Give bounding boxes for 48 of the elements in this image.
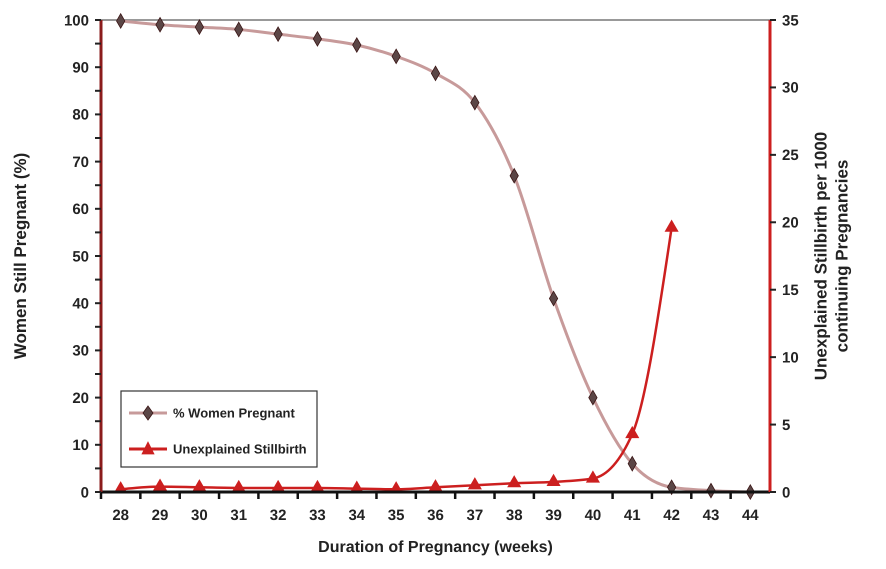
x-tick-label: 37 [466,507,484,524]
y-tick-label: 90 [72,59,89,76]
point [664,220,678,232]
y2-tick-label: 30 [782,80,799,97]
y2-tick-label: 5 [782,416,790,434]
y2-tick-label: 35 [782,12,799,30]
x-tick-label: 39 [545,507,562,524]
x-tick-label: 31 [230,507,248,524]
y-tick-label: 30 [72,342,89,360]
y-tick-label: 40 [72,295,89,312]
legend-label: % Women Pregnant [173,406,296,421]
y-tick-label: 50 [72,248,89,266]
point [626,426,640,438]
y2-tick-label: 0 [782,484,790,502]
x-tick-label: 29 [152,507,168,524]
y2-axis-title: Unexplained Stillbirth per 1000 continuing Pregnancies [811,132,852,380]
x-tick-label: 33 [309,507,326,524]
x-axis-title: Duration of Pregnancy (weeks) [318,539,553,556]
point [468,478,482,490]
x-tick-label: 43 [702,507,720,524]
y2-tick-label: 25 [782,147,799,164]
y-axis-title: Women Still Pregnant (%) [11,152,30,360]
y-tick-label: 10 [72,437,89,454]
y-tick-label: 60 [72,201,89,218]
point [153,478,167,491]
legend-label: Unexplained Stillbirth [173,442,307,457]
x-tick-label: 42 [663,507,680,524]
x-tick-label: 44 [742,507,760,524]
x-tick-label: 35 [388,507,404,524]
point [546,474,560,486]
x-tick-label: 32 [270,507,286,524]
x-tick-label: 36 [427,507,444,524]
y-tick-label: 20 [72,390,89,407]
y-tick-label: 80 [72,106,89,124]
x-tick-label: 40 [584,507,602,524]
y2-tick-label: 10 [782,349,799,366]
y2-tick-label: 20 [782,214,799,232]
x-tick-label: 30 [191,507,208,524]
point [586,470,600,483]
y2-tick-label: 15 [782,282,799,299]
x-tick-label: 38 [506,507,523,524]
y-tick-label: 70 [72,154,89,171]
y-tick-label: 100 [64,12,89,30]
x-tick-label: 28 [112,507,130,524]
point [507,475,521,488]
x-tick-label: 34 [348,507,366,524]
x-tick-label: 41 [624,507,641,524]
y-tick-label: 0 [80,484,89,502]
